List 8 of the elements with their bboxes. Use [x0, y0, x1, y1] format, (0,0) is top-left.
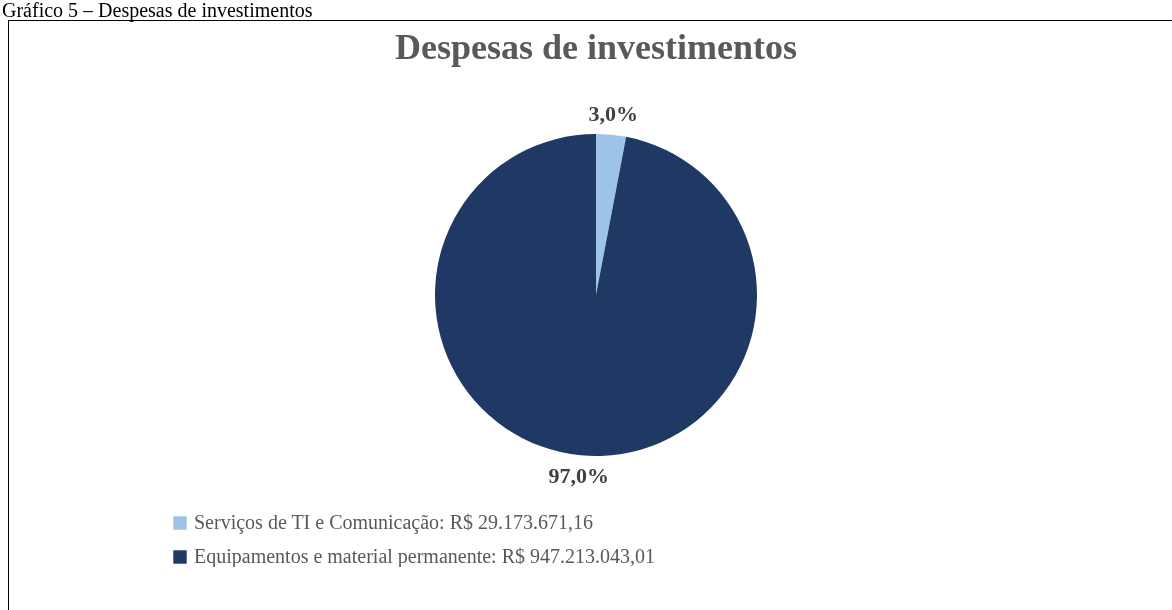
data-label: 3,0% — [588, 100, 638, 126]
data-label: 97,0% — [548, 463, 610, 489]
text: Gráfico 5 – Despesas de investimentos — [1, 0, 314, 21]
pie-slice — [596, 134, 627, 295]
pie-slice — [435, 134, 757, 456]
legend-label: Equipamentos e material permanente: R$ 947.213.043,01 — [194, 545, 655, 568]
chart-title: Despesas de investimentos — [395, 27, 797, 67]
legend-label: Serviços de TI e Comunicação: R$ 29.173.671,16 — [194, 511, 594, 534]
